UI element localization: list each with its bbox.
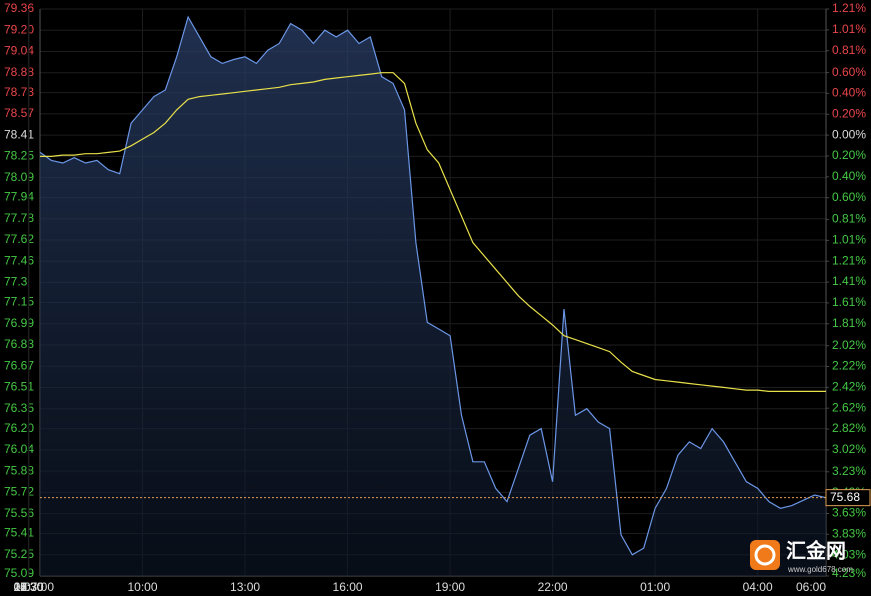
y2-tick-label: 0.60% [832,190,866,204]
y-tick-label: 76.35 [4,401,34,415]
y2-tick-label: 0.60% [832,65,866,79]
series-line [39,15,827,556]
series-line [40,72,826,392]
y-tick-label: 75.72 [4,485,34,499]
x-tick-label: 02:30 [14,580,44,594]
y-tick-label: 75.09 [4,566,34,580]
x-tick-label: 20:30 [14,580,44,594]
y2-tick-label: 1.81% [832,316,866,330]
x-tick-label: 16:00 [333,580,363,594]
x-tick-label: 13:00 [230,580,260,594]
y-tick-label: 76.51 [4,380,34,394]
last-price-label: 75.68 [830,490,860,504]
y-tick-label: 77.94 [4,190,34,204]
x-tick-label: 07:00 [24,580,54,594]
y2-tick-label: 2.82% [832,421,866,435]
y-tick-label: 77.78 [4,211,34,225]
y2-tick-label: 0.81% [832,43,866,57]
x-tick-label: 19:00 [435,580,465,594]
y-tick-label: 77.3 [4,275,28,289]
y2-tick-label: 1.21% [832,1,866,15]
y-tick-label: 76.99 [4,316,34,330]
y2-tick-label: 2.62% [832,400,866,414]
x-tick-label: 22:00 [538,580,568,594]
x-tick-label: 06:00 [796,580,826,594]
y2-tick-label: 0.40% [832,86,866,100]
y2-tick-label: 1.21% [832,253,866,267]
y-tick-label: 75.41 [4,526,34,540]
y-tick-label: 79.36 [4,1,34,15]
x-tick-label: 01:00 [640,580,670,594]
logo-url: www.gold678.com [787,565,853,574]
y2-tick-label: 3.63% [832,506,866,520]
y-tick-label: 75.56 [4,506,34,520]
y-tick-label: 78.41 [4,127,34,141]
y2-tick-label: 4.03% [832,547,866,561]
y-tick-label: 76.83 [4,337,34,351]
watermark: 汇金网 www.gold678.com [750,538,853,574]
area [40,17,826,576]
y2-tick-label: 4.23% [832,566,866,580]
y-tick-label: 77.15 [4,295,34,309]
y-tick-label: 76.04 [4,442,34,456]
y-tick-label: 75.25 [4,547,34,561]
x-tick-label: 14:30 [14,580,44,594]
logo-ring [754,544,776,566]
logo-text: 汇金网 [786,538,846,562]
y2-tick-label: 1.01% [832,233,866,247]
y-tick-label: 79.20 [4,22,34,36]
x-tick-label: 23:30 [14,580,44,594]
y-tick-label: 78.73 [4,85,34,99]
last-price-box [825,489,871,507]
x-tick-label: 08:30 [14,580,44,594]
y-tick-label: 75.88 [4,463,34,477]
y2-tick-label: 3.23% [832,464,866,478]
y2-tick-label: 0.20% [832,148,866,162]
y-tick-label: 77.46 [4,253,34,267]
y-tick-label: 79.04 [4,44,34,58]
logo-icon [750,540,780,570]
y2-tick-label: 1.61% [832,295,866,309]
y2-tick-label: 2.22% [832,359,866,373]
x-tick-label: 10:00 [128,580,158,594]
y-tick-label: 78.09 [4,170,34,184]
x-tick-label: 04:00 [743,580,773,594]
y2-tick-label: 2.42% [832,380,866,394]
y2-tick-label: 2.02% [832,338,866,352]
x-tick-label: 11:30 [14,580,43,594]
y-tick-label: 78.57 [4,106,34,120]
x-tick-label: 17:30 [14,580,44,594]
y2-tick-label: 3.02% [832,442,866,456]
y2-tick-label: 1.41% [832,274,866,288]
y-tick-label: 76.67 [4,358,34,372]
y-tick-label: 78.88 [4,65,34,79]
y-tick-label: 78.25 [4,149,34,163]
y2-tick-label: 3.83% [832,526,866,540]
y-tick-label: 76.20 [4,421,34,435]
y2-tick-label: 0.20% [832,106,866,120]
y2-tick-label: 1.01% [832,22,866,36]
y2-tick-label: 0.00% [832,127,866,141]
y-tick-label: 77.62 [4,232,34,246]
y2-tick-label: 0.81% [832,212,866,226]
y2-tick-label: 0.40% [832,169,866,183]
